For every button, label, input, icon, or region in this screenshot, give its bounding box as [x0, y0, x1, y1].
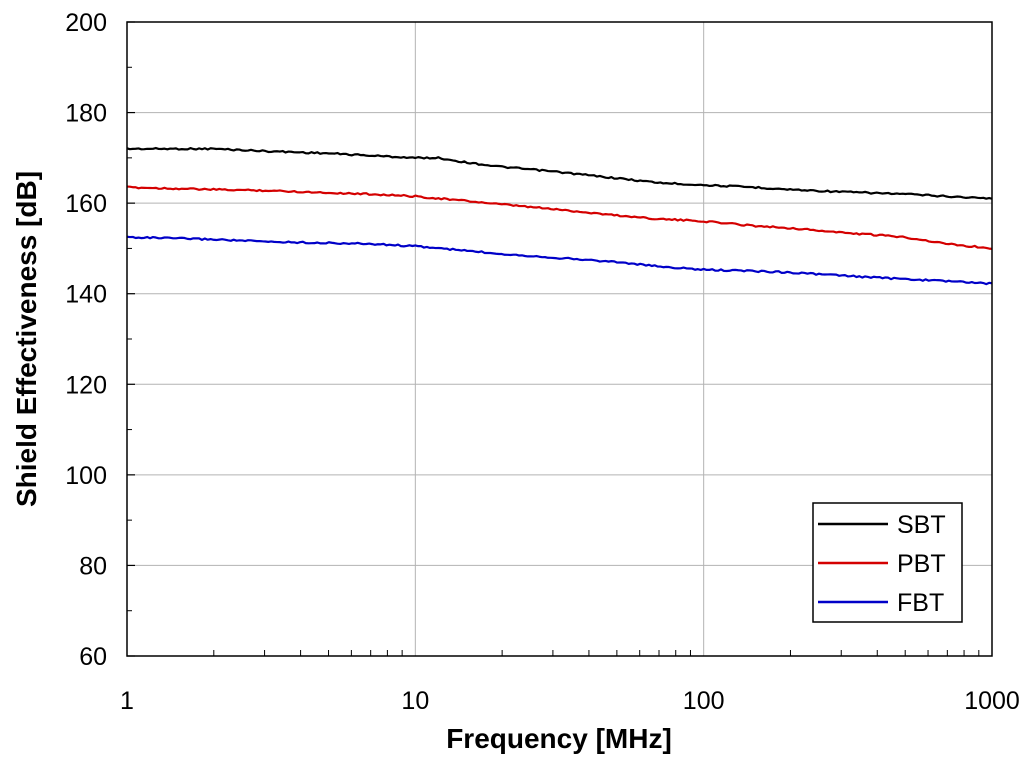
legend-label-fbt: FBT — [897, 589, 944, 617]
series-lines — [126, 146, 993, 286]
minor-ticks — [127, 21, 980, 657]
grid-lines — [127, 22, 992, 656]
series-line-pbt — [126, 185, 993, 250]
plot-area-border — [126, 21, 993, 657]
x-tick-label: 1 — [120, 687, 134, 715]
series-line-sbt — [126, 146, 993, 200]
x-axis-title: Frequency [MHz] — [446, 723, 672, 754]
y-tick-label: 140 — [65, 281, 107, 309]
legend-label-pbt: PBT — [897, 550, 946, 578]
legend: SBT PBT FBT — [812, 502, 963, 623]
x-tick-labels: 1 10 100 1000 — [120, 687, 1020, 715]
y-tick-label: 120 — [65, 371, 107, 399]
y-tick-label: 200 — [65, 9, 107, 37]
x-tick-label: 100 — [683, 687, 725, 715]
y-tick-label: 100 — [65, 462, 107, 490]
y-tick-label: 160 — [65, 190, 107, 218]
x-tick-label: 10 — [401, 687, 429, 715]
y-tick-label: 60 — [79, 643, 107, 671]
series-line-fbt — [126, 235, 993, 286]
y-tick-label: 180 — [65, 100, 107, 128]
y-tick-label: 80 — [79, 552, 107, 580]
y-tick-labels: 60 80 100 120 140 160 180 200 — [65, 9, 107, 671]
y-axis-title: Shield Effectiveness [dB] — [11, 171, 42, 507]
legend-label-sbt: SBT — [897, 511, 946, 539]
x-tick-label: 1000 — [964, 687, 1020, 715]
